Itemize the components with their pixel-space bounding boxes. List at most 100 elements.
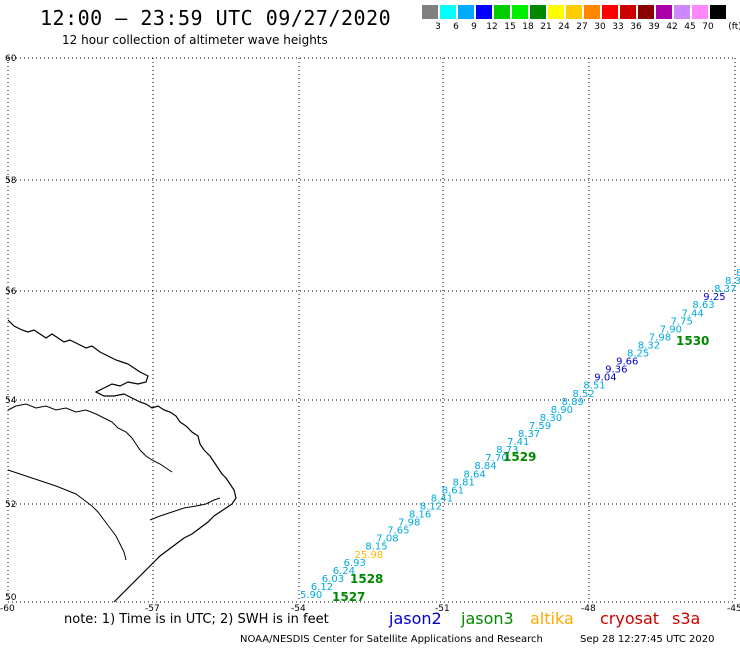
lat-tick-label: 58	[5, 176, 17, 186]
track-value: 7.59	[529, 421, 551, 432]
lon-tick-label: -48	[581, 604, 596, 614]
track-value: 7.08	[376, 534, 398, 545]
track-value: 8.30	[540, 413, 562, 424]
track-value: 7.75	[671, 316, 693, 327]
track-value: 9.36	[605, 365, 627, 376]
track-value: 8.30	[725, 276, 740, 287]
footer-note: note: 1) Time is in UTC; 2) SWH is in fe…	[64, 612, 329, 627]
legend-jason2: jason2	[389, 609, 442, 628]
track-value: 8.81	[453, 477, 475, 488]
track-value: 25.98	[355, 550, 384, 561]
legend-unit: (ft)	[728, 22, 740, 32]
legend-swatch	[656, 5, 672, 19]
legend-swatch	[494, 5, 510, 19]
legend-swatch	[692, 5, 708, 19]
legend-swatch-label: 24	[558, 22, 570, 32]
track-value: 8.61	[442, 485, 464, 496]
track-value: 8.84	[474, 461, 496, 472]
legend-swatch	[530, 5, 546, 19]
track-value: 8.16	[409, 510, 431, 521]
orbit-number: 1529	[503, 450, 536, 464]
legend-swatch	[602, 5, 618, 19]
lon-tick-label: -45	[727, 604, 740, 614]
legend-swatch	[512, 5, 528, 19]
legend-swatch	[440, 5, 456, 19]
credit-line: NOAA/NESDIS Center for Satellite Applica…	[240, 634, 543, 645]
lat-tick-label: 50	[5, 593, 17, 603]
track-value: 6.03	[322, 574, 344, 585]
legend-cryosat: cryosat	[600, 609, 660, 628]
track-value: 9.66	[616, 357, 638, 368]
legend-swatch-label: 18	[522, 22, 534, 32]
legend-swatch	[458, 5, 474, 19]
track-value: 8.37	[714, 284, 736, 295]
legend-swatch	[476, 5, 492, 19]
legend-swatch-label: 30	[594, 22, 606, 32]
coastline-south	[7, 469, 127, 561]
legend-s3a: s3a	[672, 609, 701, 628]
track-value: 7.90	[660, 324, 682, 335]
generated-timestamp: Sep 28 12:27:45 UTC 2020	[580, 634, 715, 645]
track-value: 8.25	[627, 349, 649, 360]
legend-swatch	[620, 5, 636, 19]
track-value: 7.65	[387, 526, 409, 537]
lat-tick-label: 60	[5, 54, 17, 64]
lon-tick-label: -51	[435, 604, 450, 614]
track-value: 8.63	[692, 300, 714, 311]
track-value: 6.24	[333, 566, 355, 577]
legend-swatch	[548, 5, 564, 19]
track-value: 9.04	[594, 373, 616, 384]
legend-swatch	[710, 5, 726, 19]
legend-swatch	[674, 5, 690, 19]
track-value: 7.44	[682, 308, 704, 319]
lat-tick-label: 56	[5, 287, 17, 297]
legend-swatch-label: 33	[612, 22, 624, 32]
track-value: 8.12	[420, 501, 442, 512]
track-value: 8.64	[464, 469, 486, 480]
track-value: 7.41	[507, 437, 529, 448]
legend-swatch-label: 39	[648, 22, 660, 32]
track-value: 6.12	[311, 582, 333, 593]
map-title: 12:00 – 23:59 UTC 09/27/2020	[40, 6, 392, 30]
track-value: 8.32	[638, 340, 660, 351]
lat-tick-label: 52	[5, 500, 16, 510]
legend-swatch-label: 9	[471, 22, 477, 32]
track-value: 5.90	[300, 590, 322, 601]
map-subtitle: 12 hour collection of altimeter wave hei…	[62, 33, 328, 47]
legend-swatch-label: 45	[684, 22, 696, 32]
track-value: 7.98	[398, 518, 420, 529]
track-value: 8.15	[365, 542, 387, 553]
lat-tick-label: 54	[5, 396, 17, 406]
legend-altika: altika	[530, 609, 574, 628]
track-value: 7.70	[485, 453, 507, 464]
legend-swatch	[584, 5, 600, 19]
legend-swatch-label: 42	[666, 22, 678, 32]
track-value: 8.3	[736, 268, 740, 279]
track-value: 8.73	[496, 445, 518, 456]
track-value: 8.89	[562, 397, 584, 408]
legend-swatch	[638, 5, 654, 19]
coastline-bay	[149, 497, 221, 521]
coastline-inner	[7, 403, 173, 473]
track-value: 6.93	[344, 558, 366, 569]
track-value: 8.51	[583, 381, 605, 392]
lon-tick-label: -54	[291, 604, 306, 614]
track-value: 8.90	[551, 405, 573, 416]
track-value: 9.25	[703, 292, 725, 303]
orbit-number: 1530	[676, 334, 709, 348]
orbit-number: 1527	[332, 590, 365, 604]
legend-swatch	[422, 5, 438, 19]
legend-swatch-label: 36	[630, 22, 642, 32]
coastline	[7, 319, 237, 603]
track-value: 7.98	[649, 332, 671, 343]
orbit-number: 1528	[350, 572, 383, 586]
track-value: 8.52	[573, 389, 595, 400]
legend-swatch-label: 21	[540, 22, 552, 32]
legend-swatch-label: 6	[453, 22, 459, 32]
track-value: 8.41	[431, 493, 453, 504]
lon-tick-label: -57	[145, 604, 160, 614]
legend-jason3: jason3	[461, 609, 514, 628]
legend-swatch	[566, 5, 582, 19]
track-value: 8.37	[518, 429, 540, 440]
